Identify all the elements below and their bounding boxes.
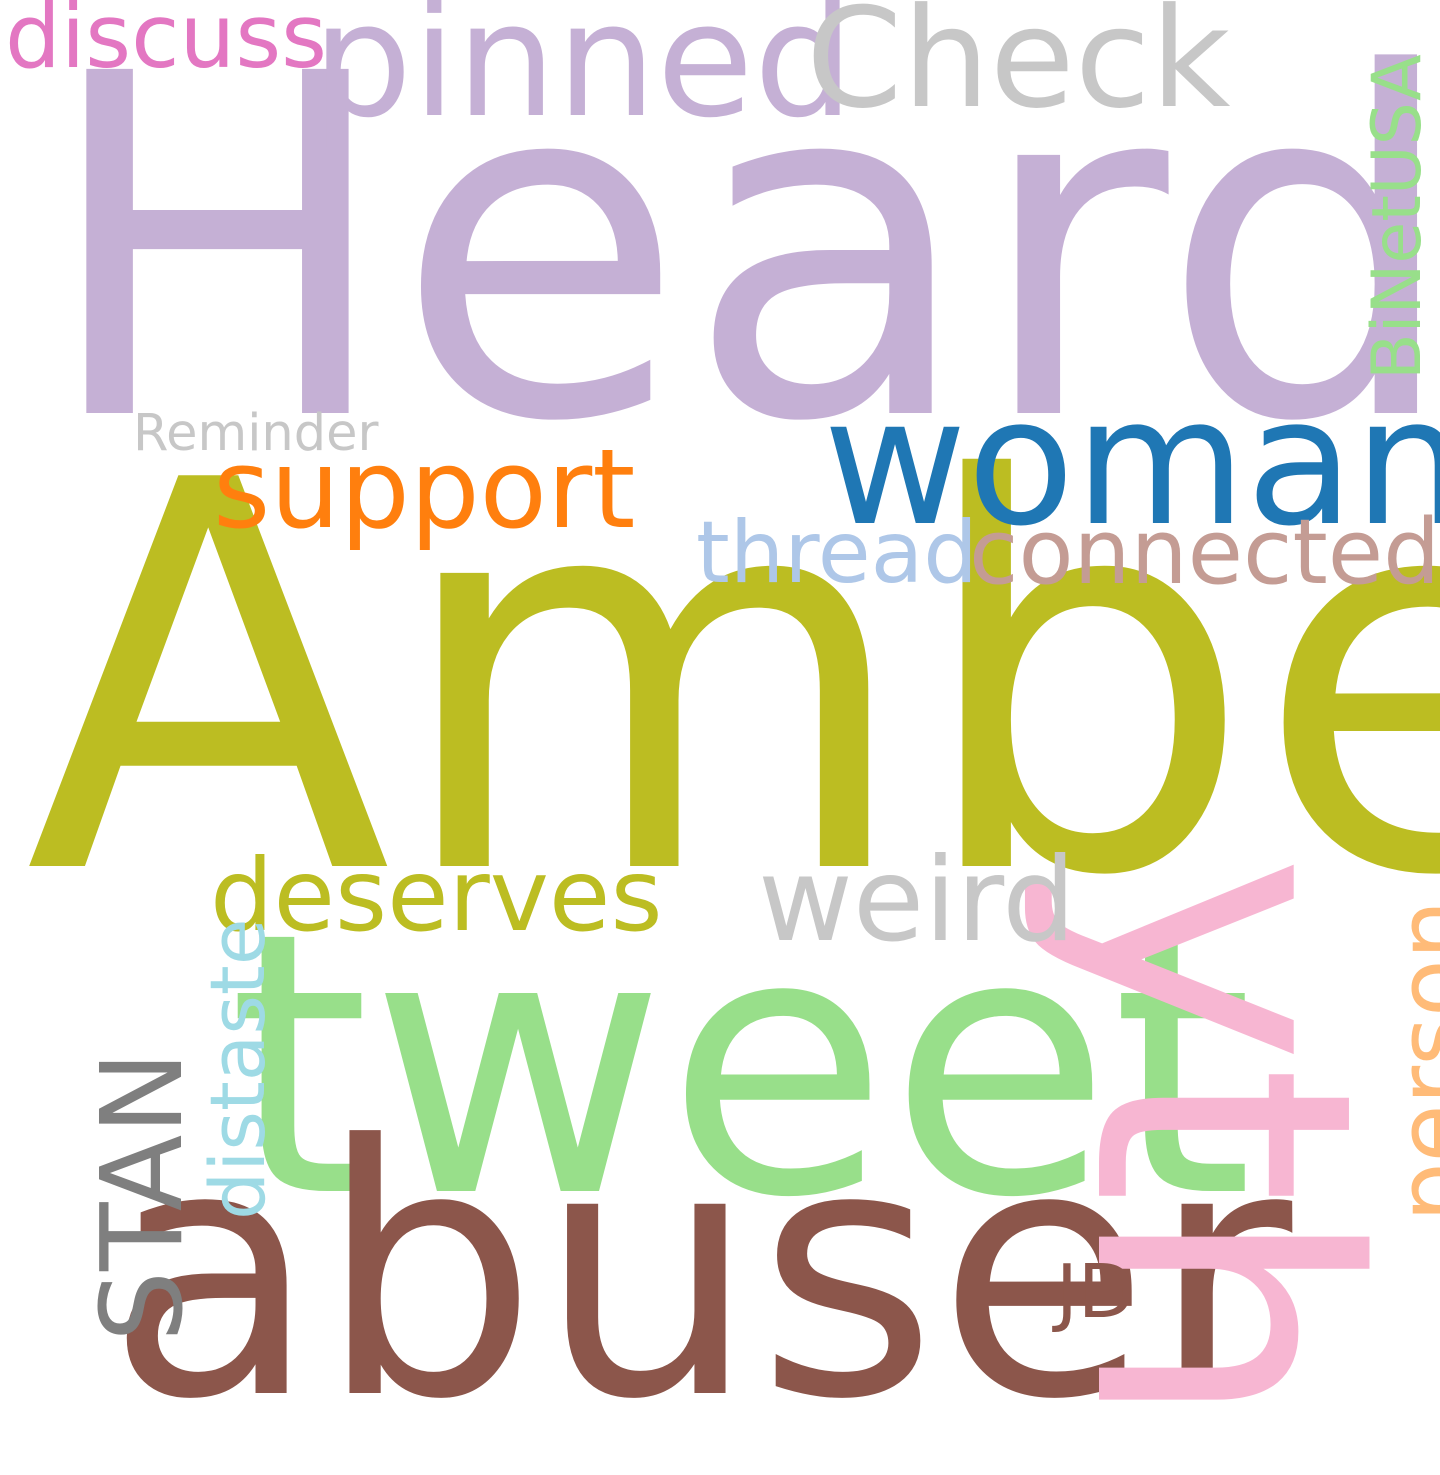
word-stan: STAN [78, 1050, 208, 1342]
word-weird: weird [758, 833, 1076, 968]
word-tweet: tweet [228, 856, 1254, 1277]
word-jd: JD [1056, 1249, 1135, 1335]
word-binetusa: BiNetUSA [1358, 54, 1437, 380]
word-yth: yth [1015, 854, 1429, 1430]
word-check: Check [806, 0, 1231, 139]
word-discuss: discuss [5, 0, 328, 88]
word-heard: Heard [40, 0, 1440, 525]
word-abuser: abuser [106, 1072, 1293, 1475]
word-cloud: Heard Amber tweet abuser yth woman pinne… [5, 0, 1440, 1447]
word-distaste: distaste [193, 918, 282, 1220]
word-reminder: Reminder [133, 404, 379, 463]
word-woman: woman [823, 360, 1440, 565]
word-deserves: deserves [210, 837, 663, 954]
word-thread: thread [696, 503, 978, 603]
word-amber: Amber [25, 369, 1440, 993]
word-support: support [213, 425, 636, 553]
word-pinned: pinned [312, 0, 854, 153]
word-person: person [1378, 899, 1440, 1222]
word-connected: connected [969, 500, 1440, 605]
